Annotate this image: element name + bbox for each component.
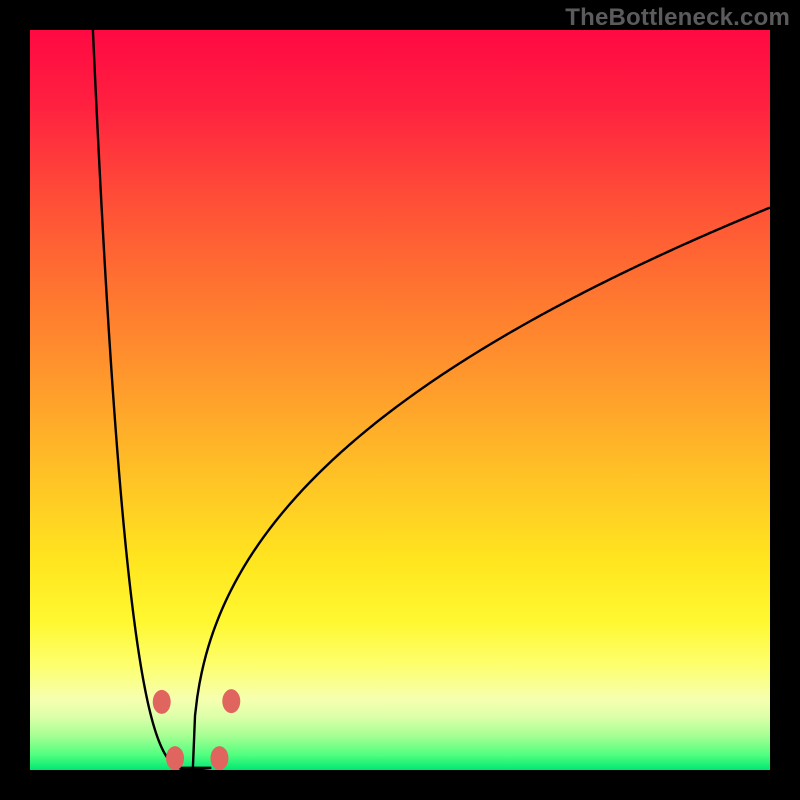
curve-marker-1: [222, 689, 240, 713]
chart-canvas: TheBottleneck.com: [0, 0, 800, 800]
curve-marker-0: [153, 690, 171, 714]
curve-marker-3: [210, 746, 228, 770]
watermark-text: TheBottleneck.com: [565, 4, 790, 32]
curve-marker-2: [166, 746, 184, 770]
bottleneck-chart: [0, 0, 800, 800]
chart-plot-area: [30, 30, 770, 770]
